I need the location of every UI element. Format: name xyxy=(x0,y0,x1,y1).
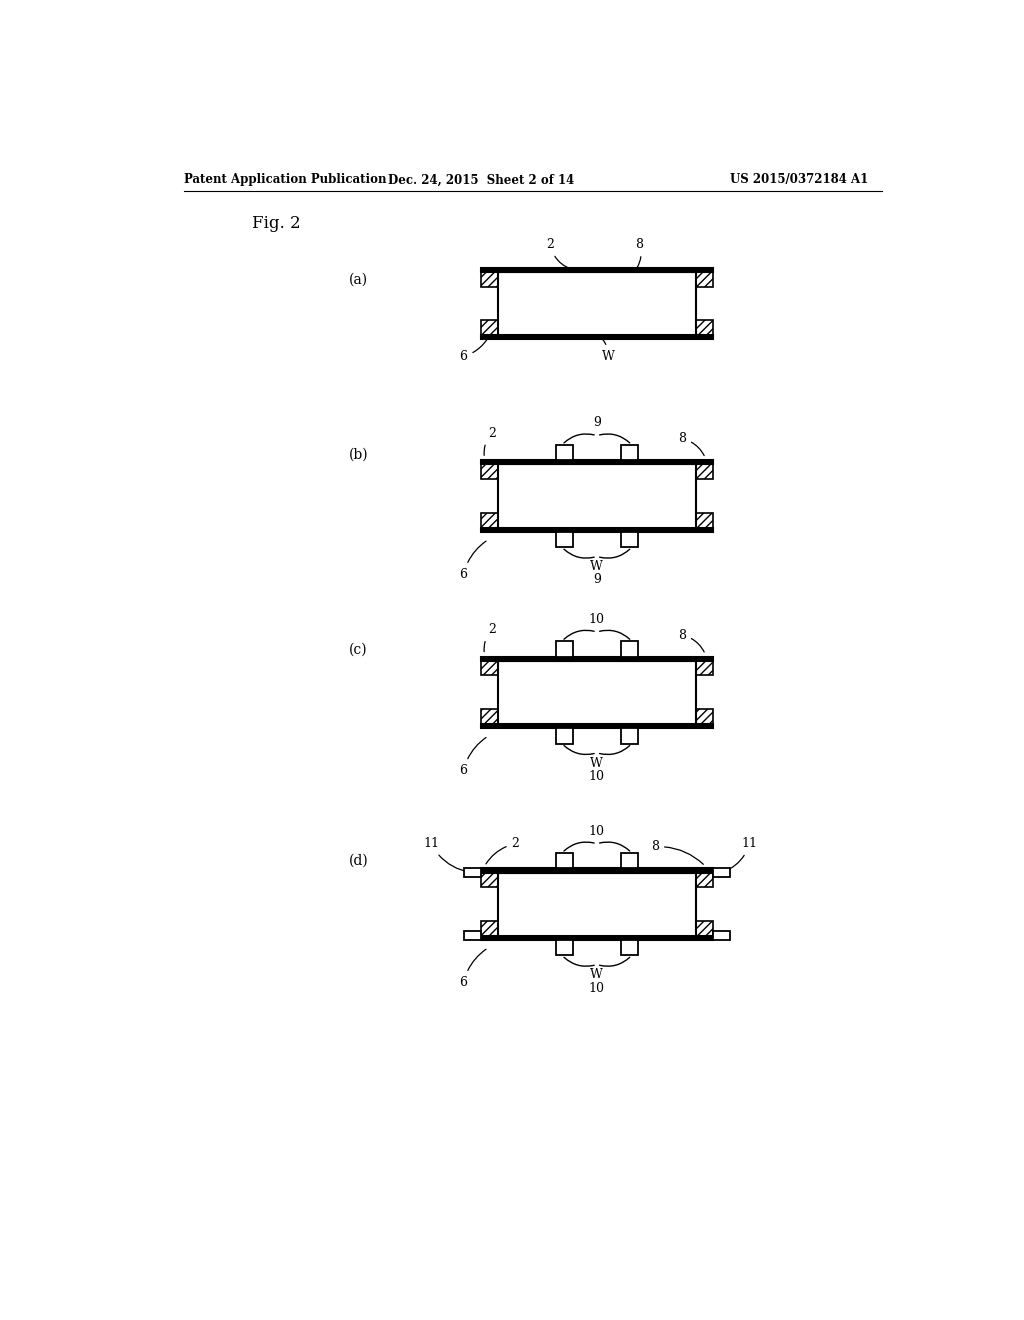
Bar xyxy=(498,272,695,335)
Bar xyxy=(621,729,638,743)
Bar xyxy=(498,661,695,723)
Bar xyxy=(480,656,713,661)
Text: 9: 9 xyxy=(593,573,601,586)
Text: US 2015/0372184 A1: US 2015/0372184 A1 xyxy=(730,173,868,186)
Text: 2: 2 xyxy=(547,238,571,269)
Bar xyxy=(556,532,572,548)
Bar xyxy=(480,661,713,676)
Text: W: W xyxy=(591,560,603,573)
Bar xyxy=(498,465,695,528)
Text: 10: 10 xyxy=(589,770,605,783)
Bar xyxy=(621,532,638,548)
Bar xyxy=(480,335,713,339)
Text: Dec. 24, 2015  Sheet 2 of 14: Dec. 24, 2015 Sheet 2 of 14 xyxy=(387,173,573,186)
Text: (d): (d) xyxy=(349,854,369,867)
Bar xyxy=(480,321,713,335)
Text: W: W xyxy=(590,682,615,696)
Bar xyxy=(480,869,713,873)
Text: 10: 10 xyxy=(589,612,605,626)
Bar xyxy=(464,932,480,940)
Bar xyxy=(480,268,713,272)
Bar xyxy=(621,642,638,656)
Text: 6: 6 xyxy=(460,541,486,581)
Bar xyxy=(480,268,713,272)
Bar xyxy=(480,921,713,936)
Bar xyxy=(480,465,713,479)
Text: W: W xyxy=(590,895,615,908)
Text: 11: 11 xyxy=(423,837,469,873)
Text: 11: 11 xyxy=(724,837,758,871)
Text: (a): (a) xyxy=(349,273,368,286)
Text: 9: 9 xyxy=(593,416,601,429)
Text: W: W xyxy=(591,756,603,770)
Text: 6: 6 xyxy=(460,339,486,363)
Bar xyxy=(498,873,695,936)
Bar xyxy=(621,940,638,956)
Text: 2: 2 xyxy=(484,623,497,652)
Bar xyxy=(556,940,572,956)
Bar xyxy=(556,642,572,656)
Text: W: W xyxy=(590,294,615,308)
Bar xyxy=(480,528,713,532)
Bar xyxy=(713,932,730,940)
Bar xyxy=(556,445,572,461)
Bar xyxy=(480,513,713,528)
Bar xyxy=(556,853,572,869)
Text: Patent Application Publication: Patent Application Publication xyxy=(183,173,386,186)
Text: 6: 6 xyxy=(460,738,486,777)
Text: 8: 8 xyxy=(651,841,703,865)
Text: (b): (b) xyxy=(349,447,369,462)
Bar xyxy=(480,936,713,940)
Bar xyxy=(480,461,713,465)
Text: 10: 10 xyxy=(589,825,605,838)
Bar xyxy=(713,869,730,876)
Bar xyxy=(480,936,713,940)
Bar xyxy=(480,461,713,465)
Bar xyxy=(480,528,713,532)
Bar xyxy=(621,853,638,869)
Bar xyxy=(480,272,713,286)
Bar xyxy=(480,709,713,723)
Text: W: W xyxy=(590,487,615,499)
Text: 10: 10 xyxy=(589,982,605,994)
Text: (c): (c) xyxy=(349,643,368,656)
Bar xyxy=(480,723,713,729)
Text: 2: 2 xyxy=(484,426,497,455)
Text: 2: 2 xyxy=(486,837,519,863)
Bar xyxy=(480,869,713,873)
Bar xyxy=(556,729,572,743)
Text: W: W xyxy=(591,969,603,982)
Bar xyxy=(464,869,480,876)
Text: 6: 6 xyxy=(460,949,486,989)
Text: 8: 8 xyxy=(636,238,643,268)
Bar xyxy=(621,445,638,461)
Bar xyxy=(480,335,713,339)
Text: W: W xyxy=(602,339,615,363)
Bar xyxy=(480,723,713,729)
Text: 8: 8 xyxy=(678,628,705,652)
Text: 8: 8 xyxy=(678,432,705,455)
Bar xyxy=(480,873,713,887)
Bar xyxy=(480,656,713,661)
Text: Fig. 2: Fig. 2 xyxy=(252,215,301,232)
